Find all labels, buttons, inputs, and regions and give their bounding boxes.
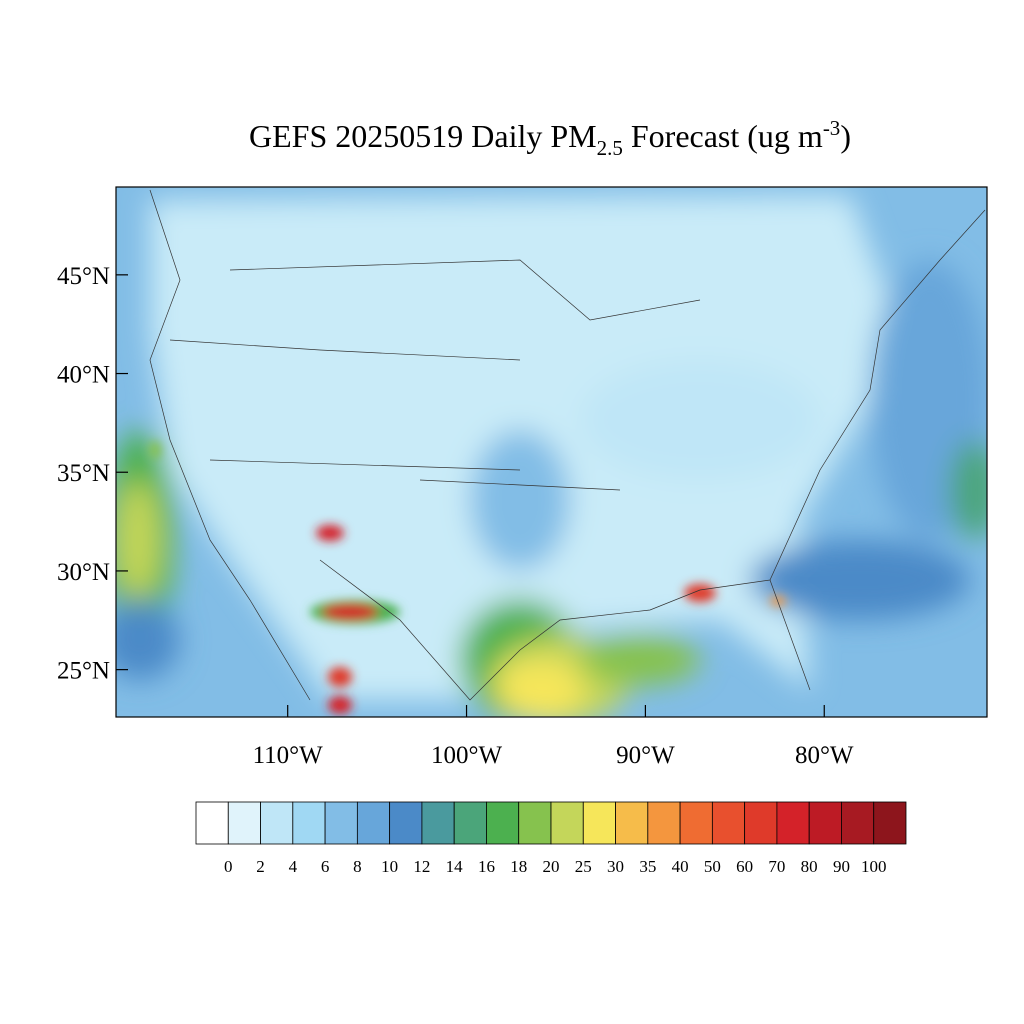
colorbar-label: 2 [256,857,265,876]
hotspots [149,441,786,714]
colorbar-box [260,801,294,845]
colorbar-box [389,801,423,845]
colorbar-label: 16 [478,857,495,876]
colorbar-label: 0 [224,857,233,876]
colorbar-box [615,801,649,845]
colorbar-label: 14 [446,857,464,876]
colorbar-box [292,801,326,845]
colorbar-box [195,801,229,845]
colorbar-box [744,801,778,845]
concentration-field [116,195,987,717]
lon-tick-label: 90°W [616,742,675,769]
map-frame [115,186,988,718]
colorbar-label: 18 [510,857,527,876]
colorbar-label: 40 [672,857,689,876]
colorbar-label: 50 [704,857,721,876]
lat-tick-label: 35°N [57,460,110,487]
colorbar-box [873,801,907,845]
colorbar-box [356,801,391,845]
colorbar-label: 30 [607,857,624,876]
colorbar-label: 12 [413,857,430,876]
colorbar-label: 25 [575,857,592,876]
colorbar-label: 20 [543,857,560,876]
colorbar-label: 60 [736,857,753,876]
colorbar-box [486,801,520,845]
title-text: ) [840,118,851,154]
colorbar-label: 35 [639,857,656,876]
colorbar-box [324,801,358,845]
lon-tick-label: 80°W [795,742,854,769]
lon-tick-label: 100°W [431,742,502,769]
colorbar-box [679,801,713,845]
colorbar-box [550,801,584,845]
title-text: GEFS 20250519 Daily PM [249,118,597,154]
colorbar: 0 2 4 6 8 10 12 14 16 18 20 25 30 35 40 50 60 70 80 90 100 [195,801,907,876]
title-superscript: -3 [823,116,841,140]
lon-tick-label: 110°W [253,742,324,769]
colorbar-label: 6 [321,857,330,876]
lat-tick-label: 40°N [57,362,110,389]
colorbar-label: 100 [861,857,887,876]
colorbar-box [227,801,261,845]
lat-tick-label: 25°N [57,658,110,685]
colorbar-box [518,801,552,845]
colorbar-label: 90 [833,857,850,876]
colorbar-box [421,801,455,845]
map-field [116,187,987,717]
title-text: Forecast (ug m [623,118,823,154]
colorbar-box [711,801,746,845]
colorbar-box [841,801,875,845]
axes: 45°N 40°N 35°N 30°N 25°N 110°W 100°W 90°W 80°W [57,263,854,769]
colorbar-label: 80 [801,857,818,876]
boundaries [149,189,986,701]
lat-tick-label: 30°N [57,559,110,586]
colorbar-box [453,801,487,845]
colorbar-box [808,801,842,845]
colorbar-box [776,801,810,845]
lat-tick-label: 45°N [57,263,110,290]
colorbar-box [582,801,616,845]
title: GEFS 20250519 Daily PM2.5 Forecast (ug m… [249,116,851,160]
colorbar-label: 4 [289,857,298,876]
colorbar-box [647,801,681,845]
colorbar-label: 8 [353,857,362,876]
colorbar-label: 10 [381,857,398,876]
colorbar-label: 70 [768,857,785,876]
title-subscript: 2.5 [597,136,623,160]
